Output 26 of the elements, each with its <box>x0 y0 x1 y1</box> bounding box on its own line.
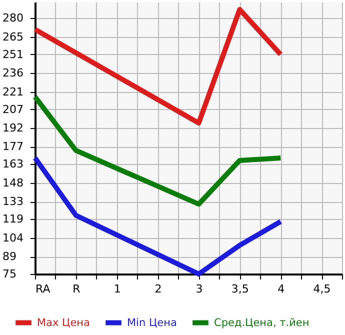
y-tick-label: 280 <box>2 12 24 25</box>
x-tick-label: 4,5 <box>313 282 331 296</box>
legend-label: Max Цена <box>37 316 90 329</box>
y-tick-label: 265 <box>2 30 24 44</box>
y-tick-label: 89 <box>2 250 16 264</box>
y-tick-label: 133 <box>2 195 24 208</box>
x-tick-label: 3 <box>196 282 203 296</box>
x-tick-label: 2 <box>154 282 162 296</box>
y-tick-label: 192 <box>2 122 24 135</box>
legend-label: Сред.Цена, т.йен <box>214 316 310 329</box>
y-tick-label: 236 <box>2 66 24 80</box>
x-tick-label: 3,5 <box>231 282 249 296</box>
x-tick-label: 1 <box>114 282 121 296</box>
y-tick-label: 207 <box>2 102 24 116</box>
y-tick-label: 148 <box>2 176 24 190</box>
x-tick-label: RA <box>36 282 51 296</box>
y-tick-label: 177 <box>2 140 24 154</box>
y-tick-label: 104 <box>2 231 24 244</box>
y-tick-label: 119 <box>2 212 24 226</box>
x-tick-label: 4 <box>278 282 285 296</box>
legend-label: Min Цена <box>127 316 177 329</box>
y-tick-label: 251 <box>2 48 24 61</box>
y-tick-label: 221 <box>2 85 24 98</box>
y-tick-label: 163 <box>2 158 24 171</box>
x-tick-label: R <box>72 282 81 296</box>
y-tick-label: 75 <box>2 268 16 280</box>
